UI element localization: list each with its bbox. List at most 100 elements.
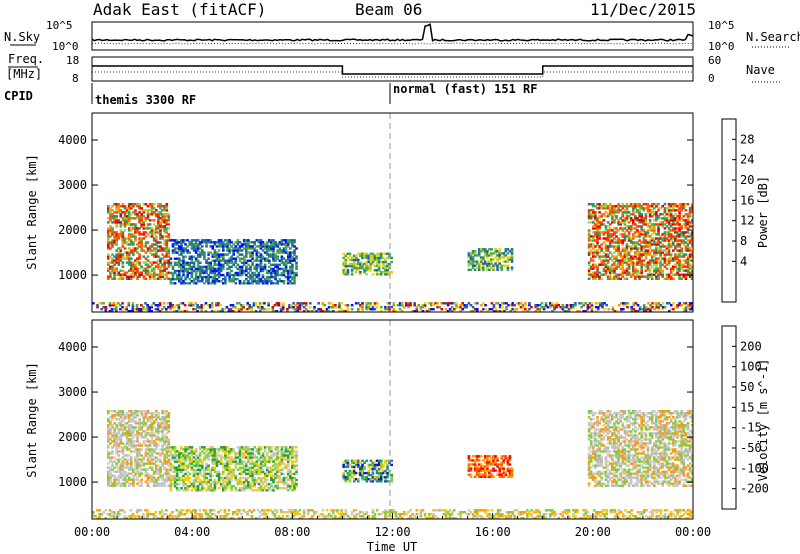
- colorbar-tick-label: 20: [740, 173, 754, 187]
- echo-cell: [130, 235, 133, 238]
- echo-cell: [611, 221, 614, 224]
- echo-cell: [140, 414, 143, 417]
- echo-cell: [592, 259, 595, 262]
- echo-cell: [623, 271, 627, 274]
- echo-cell: [644, 217, 648, 220]
- echo-cell: [157, 265, 160, 268]
- echo-cell: [159, 221, 162, 224]
- echo-cell: [663, 265, 667, 268]
- echo-cell: [233, 306, 237, 309]
- echo-cell: [245, 273, 248, 277]
- echo-cell: [230, 458, 233, 461]
- echo-cell: [613, 211, 616, 214]
- echo-cell: [140, 223, 143, 226]
- echo-cell: [511, 302, 514, 305]
- echo-cell: [205, 245, 208, 248]
- echo-cell: [359, 264, 362, 268]
- echo-cell: [132, 233, 135, 236]
- echo-cell: [211, 454, 215, 457]
- echo-cell: [680, 277, 683, 280]
- echo-cell: [144, 434, 148, 437]
- echo-cell: [213, 255, 217, 258]
- echo-cell: [589, 251, 593, 254]
- echo-cell: [228, 450, 231, 453]
- echo-cell: [617, 237, 620, 240]
- echo-cell: [375, 254, 379, 257]
- echo-cell: [125, 454, 129, 457]
- echo-cell: [130, 426, 133, 429]
- echo-cell: [500, 266, 503, 269]
- echo-cell: [350, 266, 354, 270]
- echo-cell: [100, 302, 103, 305]
- echo-cell: [217, 310, 220, 313]
- echo-cell: [134, 446, 137, 449]
- echo-cell: [613, 233, 616, 236]
- echo-cell: [642, 310, 646, 313]
- echo-cell: [613, 255, 616, 258]
- echo-cell: [480, 310, 483, 313]
- echo-cell: [594, 239, 597, 242]
- echo-cell: [196, 247, 200, 250]
- echo-cell: [125, 308, 128, 311]
- echo-cell: [155, 241, 158, 244]
- echo-cell: [130, 265, 133, 268]
- echo-cell: [596, 221, 599, 224]
- echo-cell: [107, 211, 110, 214]
- echo-cell: [127, 217, 131, 220]
- echo-cell: [140, 412, 143, 415]
- echo-cell: [217, 480, 221, 484]
- echo-cell: [270, 255, 273, 258]
- echo-cell: [188, 485, 192, 488]
- echo-cell: [125, 257, 129, 260]
- echo-cell: [615, 310, 619, 313]
- echo-cell: [180, 265, 183, 269]
- echo-cell: [125, 215, 129, 218]
- echo-cell: [608, 213, 612, 216]
- echo-cell: [253, 241, 256, 244]
- echo-cell: [156, 304, 160, 307]
- echo-cell: [117, 247, 121, 250]
- echo-cell: [636, 203, 639, 206]
- echo-cell: [510, 254, 514, 257]
- echo-cell: [626, 302, 629, 305]
- echo-cell: [167, 253, 171, 256]
- echo-cell: [407, 302, 410, 305]
- echo-cell: [657, 237, 660, 240]
- nave-label: Nave: [746, 63, 775, 77]
- echo-cell: [636, 229, 639, 232]
- echo-cell: [232, 460, 235, 463]
- echo-cell: [232, 275, 235, 279]
- echo-cell: [171, 249, 175, 252]
- echo-cell: [644, 241, 648, 244]
- echo-cell: [144, 480, 148, 483]
- echo-cell: [655, 267, 658, 270]
- echo-cell: [152, 472, 156, 475]
- echo-cell: [198, 464, 202, 467]
- echo-cell: [228, 243, 231, 246]
- echo-cell: [469, 268, 473, 271]
- echo-cell: [155, 468, 158, 471]
- echo-cell: [617, 209, 620, 212]
- echo-cell: [152, 476, 156, 479]
- echo-cell: [606, 215, 610, 218]
- echo-cell: [344, 260, 348, 264]
- echo-cell: [213, 458, 217, 461]
- echo-cell: [690, 255, 694, 258]
- echo-cell: [163, 448, 166, 451]
- echo-cell: [130, 251, 133, 254]
- echo-cell: [278, 263, 282, 266]
- echo-cell: [150, 219, 154, 222]
- echo-cell: [127, 223, 131, 226]
- echo-cell: [242, 306, 245, 309]
- echo-cell: [173, 310, 176, 313]
- echo-cell: [178, 265, 181, 269]
- echo-cell: [676, 261, 679, 264]
- echo-cell: [650, 261, 654, 264]
- echo-cell: [224, 485, 227, 488]
- echo-cell: [201, 245, 204, 248]
- echo-cell: [146, 456, 150, 459]
- echo-cell: [140, 207, 143, 210]
- echo-cell: [623, 255, 627, 258]
- echo-cell: [130, 243, 133, 246]
- echo-cell: [646, 275, 650, 278]
